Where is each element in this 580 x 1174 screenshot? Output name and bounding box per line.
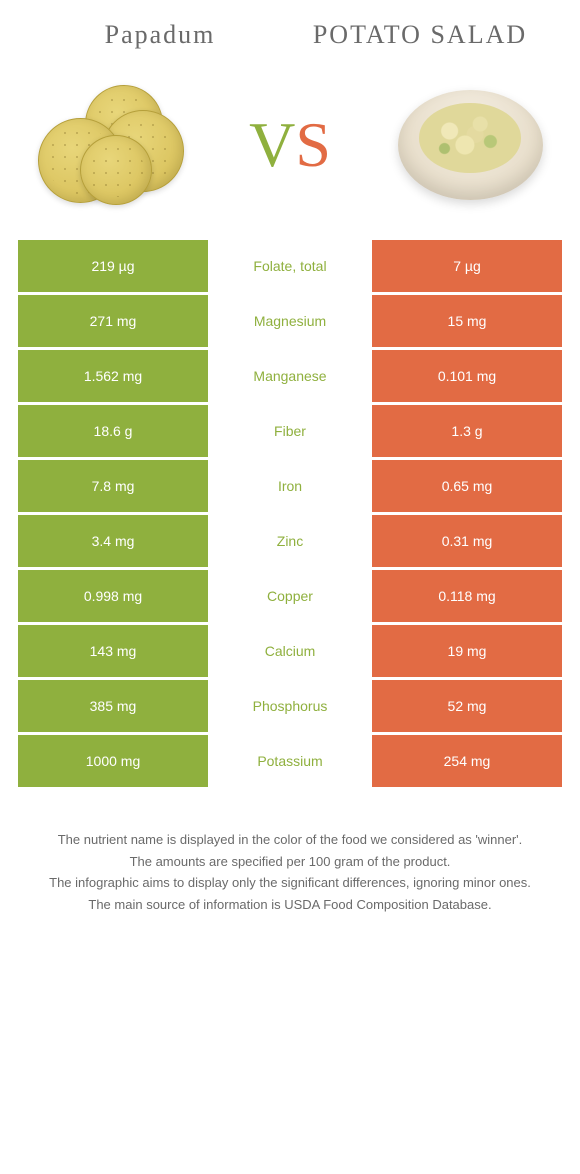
infographic-container: Papadum POTATO SALAD VS 219 µgFolate, to… — [0, 0, 580, 946]
value-left: 18.6 g — [18, 405, 208, 457]
vs-label: VS — [249, 108, 331, 182]
table-row: 143 mgCalcium19 mg — [18, 625, 562, 677]
nutrient-label: Zinc — [208, 515, 372, 567]
value-right: 7 µg — [372, 240, 562, 292]
footer-line: The amounts are specified per 100 gram o… — [35, 852, 545, 872]
value-right: 19 mg — [372, 625, 562, 677]
table-row: 1000 mgPotassium254 mg — [18, 735, 562, 787]
food-right-image — [390, 75, 550, 215]
table-row: 18.6 gFiber1.3 g — [18, 405, 562, 457]
value-right: 0.118 mg — [372, 570, 562, 622]
value-left: 7.8 mg — [18, 460, 208, 512]
value-left: 0.998 mg — [18, 570, 208, 622]
vs-v: V — [249, 109, 295, 180]
papadum-icon — [30, 80, 190, 210]
nutrient-label: Iron — [208, 460, 372, 512]
food-left-title: Papadum — [30, 20, 290, 50]
food-left-image — [30, 75, 190, 215]
nutrient-label: Magnesium — [208, 295, 372, 347]
table-row: 219 µgFolate, total7 µg — [18, 240, 562, 292]
nutrient-label: Copper — [208, 570, 372, 622]
nutrient-label: Calcium — [208, 625, 372, 677]
value-left: 385 mg — [18, 680, 208, 732]
footer-line: The main source of information is USDA F… — [35, 895, 545, 915]
table-row: 271 mgMagnesium15 mg — [18, 295, 562, 347]
footer-line: The infographic aims to display only the… — [35, 873, 545, 893]
header: Papadum POTATO SALAD — [0, 0, 580, 60]
table-row: 1.562 mgManganese0.101 mg — [18, 350, 562, 402]
value-left: 1.562 mg — [18, 350, 208, 402]
value-left: 3.4 mg — [18, 515, 208, 567]
value-left: 271 mg — [18, 295, 208, 347]
nutrient-label: Phosphorus — [208, 680, 372, 732]
value-right: 0.65 mg — [372, 460, 562, 512]
nutrient-label: Folate, total — [208, 240, 372, 292]
value-right: 52 mg — [372, 680, 562, 732]
value-left: 143 mg — [18, 625, 208, 677]
nutrient-table: 219 µgFolate, total7 µg271 mgMagnesium15… — [0, 240, 580, 787]
value-right: 254 mg — [372, 735, 562, 787]
nutrient-label: Manganese — [208, 350, 372, 402]
footer-notes: The nutrient name is displayed in the co… — [0, 790, 580, 946]
nutrient-label: Fiber — [208, 405, 372, 457]
value-right: 0.31 mg — [372, 515, 562, 567]
table-row: 0.998 mgCopper0.118 mg — [18, 570, 562, 622]
vs-s: S — [295, 109, 331, 180]
hero-row: VS — [0, 60, 580, 240]
value-right: 15 mg — [372, 295, 562, 347]
footer-line: The nutrient name is displayed in the co… — [35, 830, 545, 850]
value-left: 219 µg — [18, 240, 208, 292]
value-left: 1000 mg — [18, 735, 208, 787]
nutrient-label: Potassium — [208, 735, 372, 787]
table-row: 3.4 mgZinc0.31 mg — [18, 515, 562, 567]
value-right: 1.3 g — [372, 405, 562, 457]
table-row: 385 mgPhosphorus52 mg — [18, 680, 562, 732]
table-row: 7.8 mgIron0.65 mg — [18, 460, 562, 512]
value-right: 0.101 mg — [372, 350, 562, 402]
potato-salad-icon — [398, 90, 543, 200]
food-right-title: POTATO SALAD — [290, 20, 550, 50]
